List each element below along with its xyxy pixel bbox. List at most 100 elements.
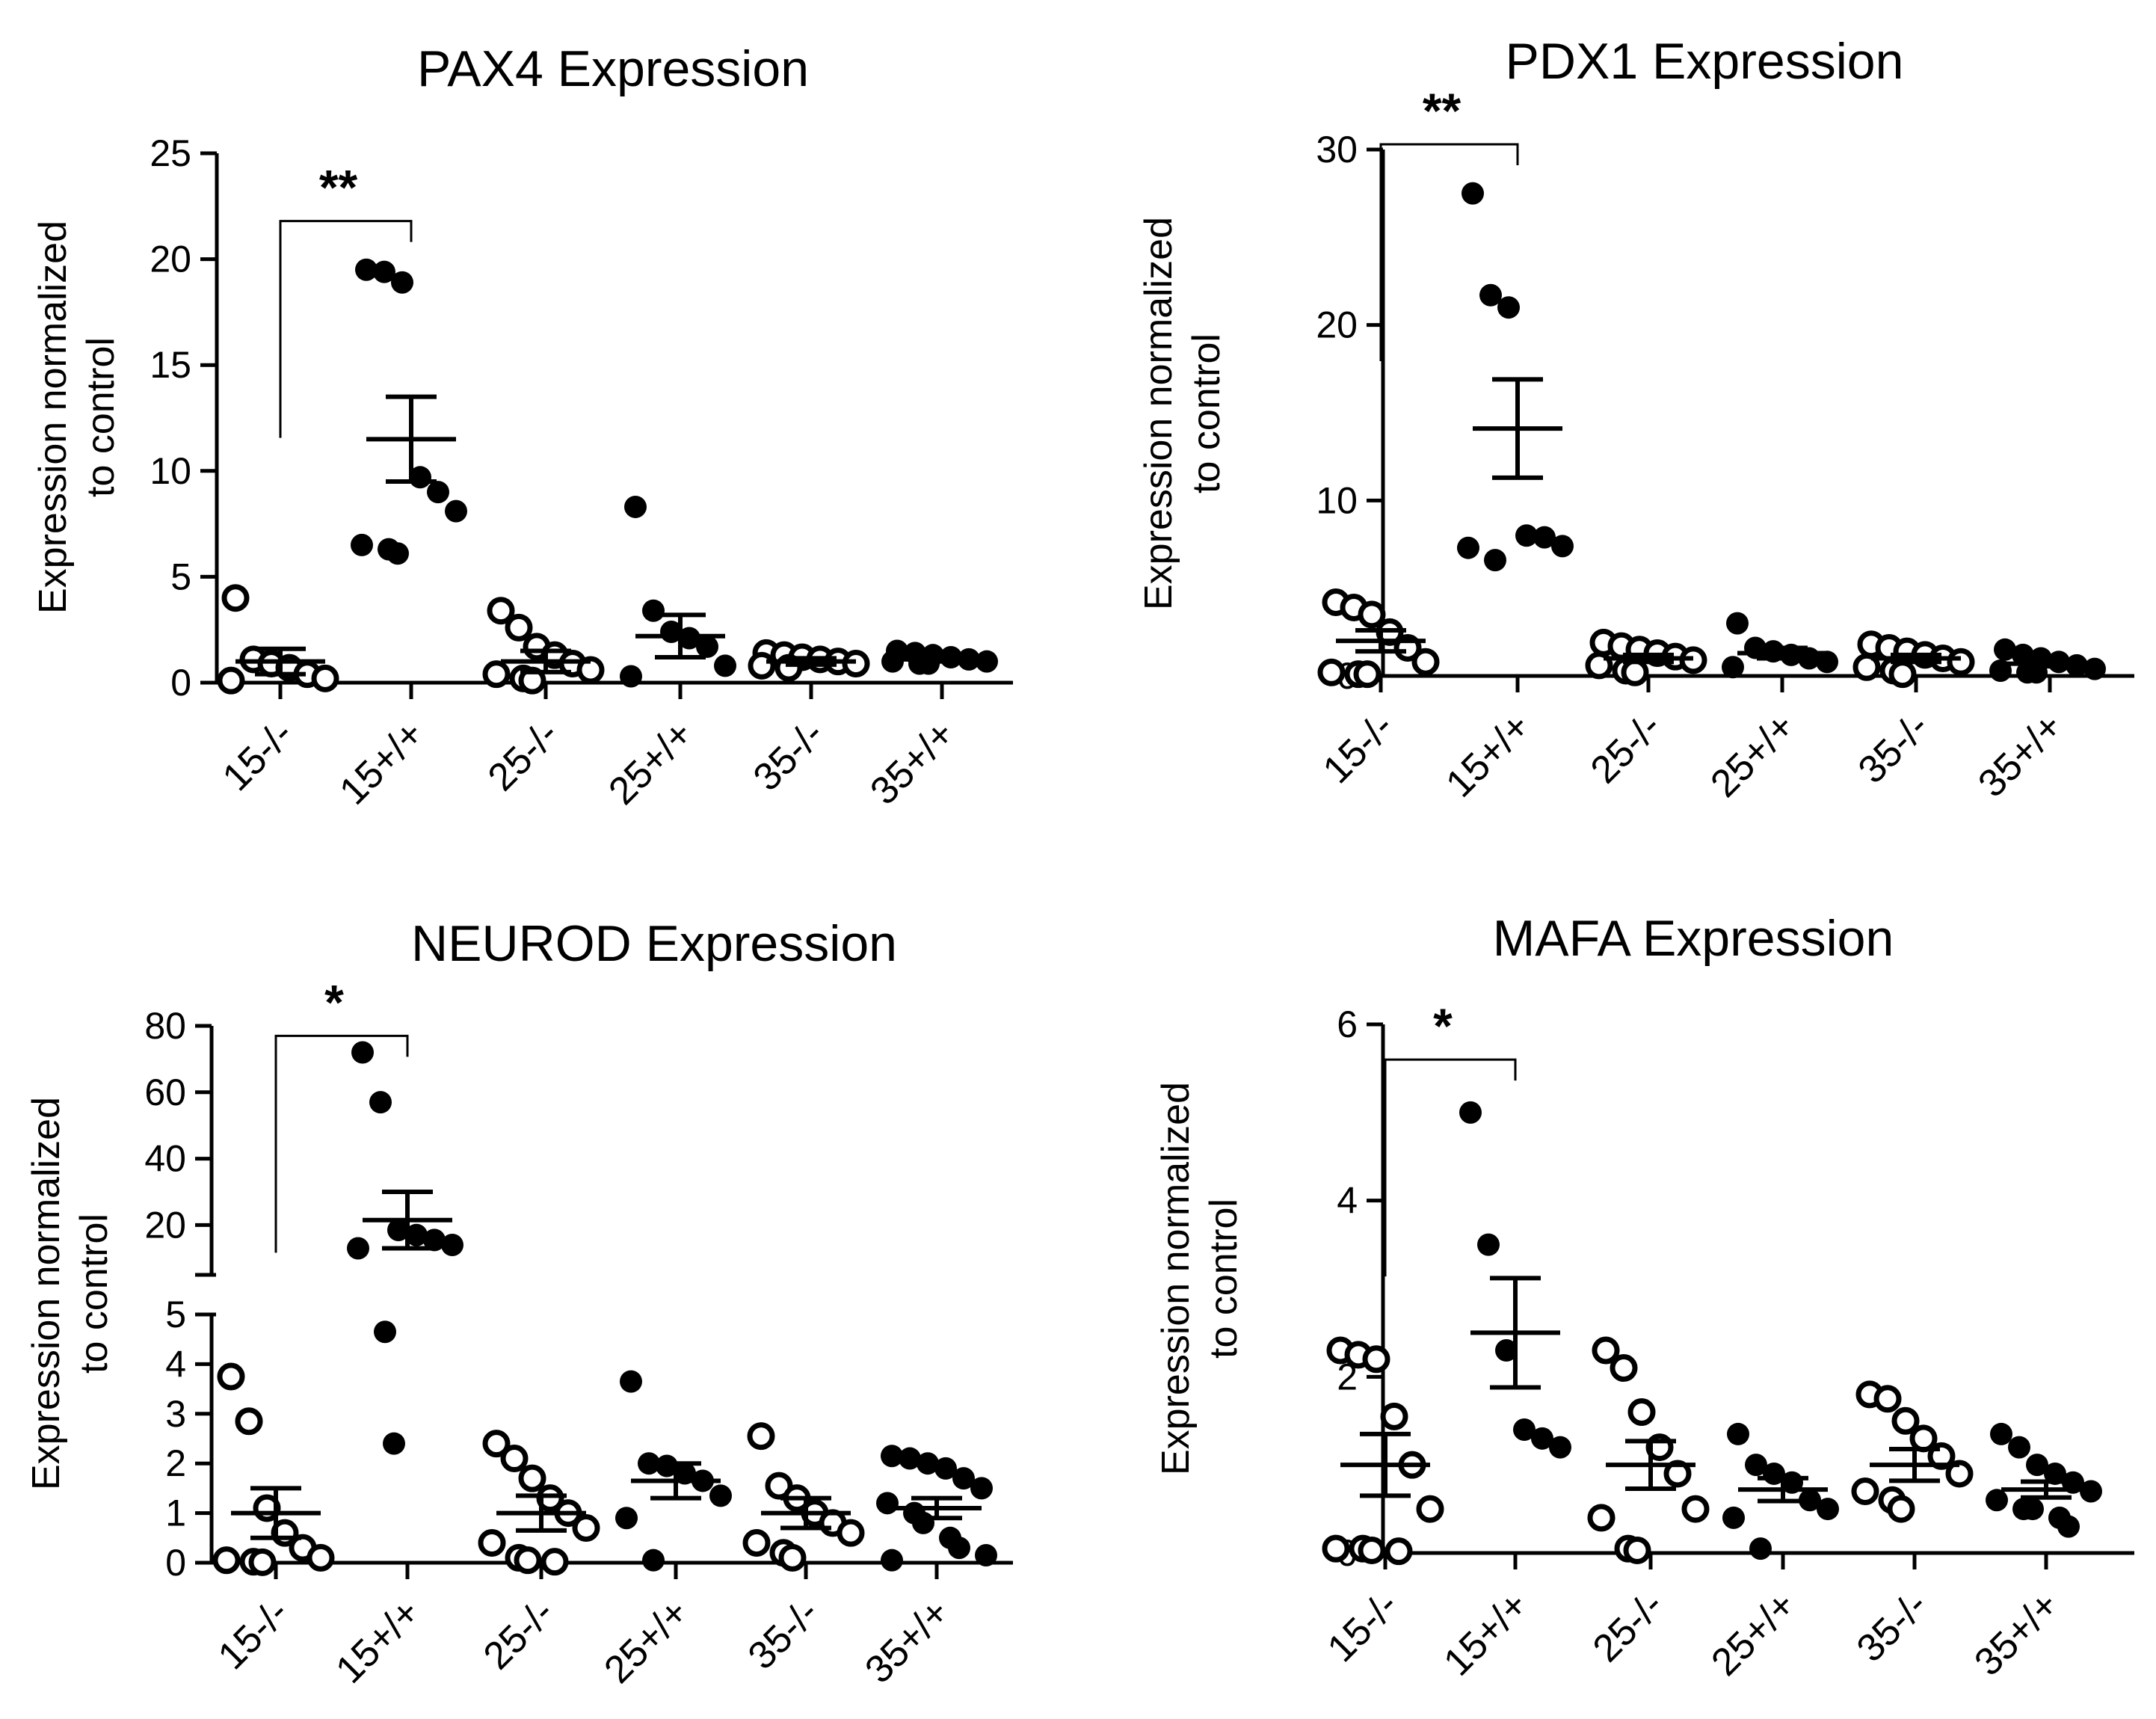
data-point-open bbox=[221, 584, 250, 612]
x-tick-label: 25+/+ bbox=[1703, 1583, 1804, 1684]
data-point-filled bbox=[934, 1457, 957, 1480]
data-point-filled bbox=[642, 1549, 665, 1572]
y-tick-label: 2 bbox=[165, 1442, 186, 1484]
y-tick-label: 4 bbox=[1337, 1180, 1358, 1222]
data-point-open bbox=[747, 1422, 775, 1451]
y-tick-label: 20 bbox=[1316, 304, 1358, 346]
x-tick-label: 15-/- bbox=[215, 712, 302, 799]
x-tick-label: 25+/+ bbox=[596, 1590, 697, 1691]
data-point-filled bbox=[709, 1484, 732, 1507]
y-tick-label: 30 bbox=[1316, 129, 1358, 170]
x-tick-label: 25-/- bbox=[1583, 704, 1670, 792]
significance-label: ** bbox=[1423, 83, 1462, 138]
y-tick-label: 40 bbox=[144, 1138, 186, 1180]
data-point-filled bbox=[2026, 1454, 2048, 1477]
data-point-filled bbox=[2083, 657, 2106, 680]
y-axis-label-line-2: to control bbox=[73, 1214, 116, 1374]
x-tick-label: 25-/- bbox=[1585, 1583, 1672, 1670]
x-tick-label: 35-/- bbox=[1849, 1583, 1936, 1670]
y-axis-label-line-2: to control bbox=[79, 337, 123, 497]
data-point-open bbox=[478, 1528, 506, 1557]
data-point-open bbox=[1416, 1495, 1444, 1523]
data-point-filled bbox=[620, 665, 642, 688]
data-point-open bbox=[248, 1548, 277, 1576]
data-point-filled bbox=[714, 654, 736, 677]
data-point-filled bbox=[1722, 1506, 1745, 1529]
data-point-filled bbox=[1459, 1101, 1482, 1124]
data-point-filled bbox=[374, 1320, 396, 1344]
y-tick-label: 25 bbox=[150, 132, 191, 174]
data-point-open bbox=[482, 660, 511, 689]
x-tick-label: 35-/- bbox=[740, 1590, 828, 1678]
data-point-filled bbox=[1549, 1436, 1571, 1459]
data-point-open bbox=[505, 613, 533, 642]
data-point-filled bbox=[383, 1432, 405, 1455]
data-point-open bbox=[1610, 1354, 1638, 1383]
data-point-filled bbox=[620, 1370, 642, 1393]
data-point-open bbox=[1891, 1406, 1920, 1435]
x-tick-label: 35-/- bbox=[1850, 704, 1938, 792]
data-point-open bbox=[1317, 658, 1346, 686]
y-axis-label-line-1: Expression normalized bbox=[25, 1097, 68, 1490]
y-tick-label: 20 bbox=[144, 1204, 186, 1246]
data-point-open bbox=[307, 1543, 335, 1572]
data-point-open bbox=[1592, 1336, 1620, 1365]
data-point-filled bbox=[952, 1467, 975, 1490]
data-point-open bbox=[1358, 600, 1386, 629]
data-point-filled bbox=[912, 1511, 934, 1534]
data-point-filled bbox=[387, 1219, 410, 1242]
data-point-filled bbox=[1727, 1422, 1749, 1445]
data-point-filled bbox=[369, 1091, 392, 1114]
data-point-open bbox=[1623, 1536, 1651, 1564]
data-point-open bbox=[518, 1464, 546, 1492]
data-point-filled bbox=[386, 542, 409, 565]
data-point-filled bbox=[2021, 1498, 2044, 1521]
data-point-open bbox=[487, 597, 515, 625]
data-point-filled bbox=[351, 533, 373, 556]
data-point-filled bbox=[876, 1492, 899, 1515]
significance-bracket bbox=[1384, 1058, 1517, 1277]
data-point-filled bbox=[1986, 1489, 2008, 1512]
data-point-open bbox=[1909, 1424, 1938, 1453]
chart-title: PAX4 Expression bbox=[417, 40, 809, 97]
data-point-filled bbox=[881, 1445, 903, 1468]
data-point-filled bbox=[351, 1041, 374, 1064]
data-point-filled bbox=[1749, 1537, 1772, 1560]
data-point-filled bbox=[445, 499, 467, 523]
data-point-filled bbox=[355, 258, 378, 281]
data-point-open bbox=[778, 1543, 807, 1572]
y-tick-label: 5 bbox=[170, 556, 191, 597]
data-point-filled bbox=[391, 271, 413, 294]
data-point-filled bbox=[2044, 1462, 2066, 1485]
significance-label: * bbox=[1433, 998, 1453, 1054]
data-point-filled bbox=[696, 635, 718, 658]
y-tick-label: 20 bbox=[150, 239, 191, 280]
y-tick-label: 60 bbox=[144, 1071, 186, 1113]
x-tick-label: 15+/+ bbox=[331, 712, 432, 813]
data-point-open bbox=[742, 1528, 771, 1557]
y-tick-label: 10 bbox=[150, 450, 191, 492]
significance-label: * bbox=[324, 974, 344, 1030]
data-point-filled bbox=[441, 1234, 463, 1257]
y-tick-label: 0 bbox=[170, 662, 191, 704]
data-point-filled bbox=[1745, 1454, 1767, 1477]
chart-title: PDX1 Expression bbox=[1506, 33, 1904, 90]
y-tick-label: 5 bbox=[165, 1294, 186, 1335]
y-axis-label-line-1: Expression normalized bbox=[31, 221, 75, 614]
data-point-filled bbox=[1515, 524, 1538, 547]
data-point-filled bbox=[1551, 535, 1574, 558]
data-point-filled bbox=[1990, 1422, 2012, 1445]
x-tick-label: 15+/+ bbox=[1435, 1583, 1536, 1684]
y-tick-label: 15 bbox=[150, 344, 191, 386]
data-point-filled bbox=[1479, 283, 1502, 307]
data-point-filled bbox=[1484, 549, 1506, 572]
panel-0: PAX4 Expression Expression normalized to c… bbox=[31, 40, 1013, 814]
data-point-open bbox=[217, 666, 245, 695]
data-point-open bbox=[1852, 653, 1881, 681]
data-point-filled bbox=[1497, 296, 1520, 319]
data-point-filled bbox=[427, 481, 449, 504]
data-point-filled bbox=[2057, 1515, 2080, 1538]
data-point-open bbox=[212, 1546, 241, 1575]
x-tick-label: 35+/+ bbox=[857, 1590, 958, 1691]
y-tick-label: 6 bbox=[1337, 1003, 1358, 1045]
